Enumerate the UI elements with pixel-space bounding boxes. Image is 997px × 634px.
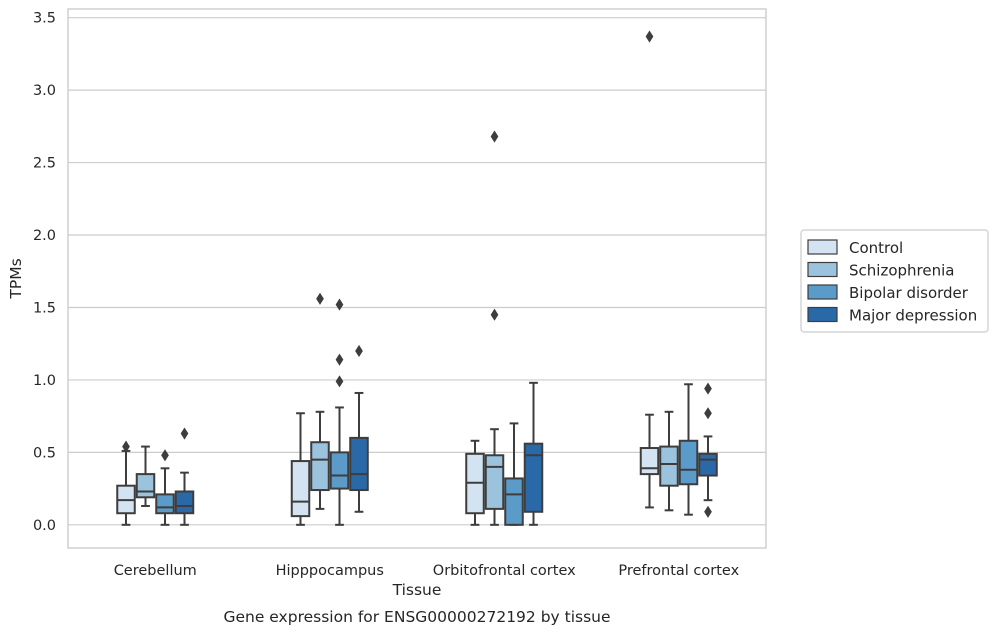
y-tick-label: 3.0: [33, 83, 56, 99]
box-body: [523, 442, 544, 513]
outlier-point: [645, 30, 654, 43]
box-1-3: [349, 344, 369, 513]
chart-caption: Gene expression for ENSG00000272192 by t…: [223, 608, 610, 626]
outlier-point: [355, 344, 363, 358]
box-0-2: [155, 449, 175, 526]
box-body: [484, 454, 505, 510]
box-0-0: [116, 440, 136, 526]
y-tick-label: 2.5: [33, 156, 56, 172]
box-2-3: [523, 381, 544, 526]
box-body: [155, 493, 175, 515]
x-tick-label: Prefrontal cortex: [618, 563, 739, 579]
legend-swatch: [807, 306, 838, 323]
box-1-1: [310, 292, 330, 510]
box-2-1: [484, 130, 505, 526]
box-2-2: [504, 422, 524, 526]
box-body: [698, 452, 718, 477]
x-axis-label: Tissue: [392, 581, 442, 599]
outlier-point: [704, 382, 712, 395]
grid-lines: [68, 17, 766, 526]
y-tick-label: 0.5: [33, 445, 56, 461]
box-body: [678, 439, 699, 486]
plot-area-frame: [67, 8, 767, 549]
x-tick-label: Hipppocampus: [276, 563, 384, 579]
box-body: [659, 445, 679, 487]
outlier-point: [335, 353, 344, 366]
legend: Control Schizophrenia Bipolar disorder Majo…: [800, 229, 989, 333]
box-2-0: [465, 439, 485, 526]
y-axis-ticks: 0.0 0.5 1.0 1.5 2.0 2.5 3.0 3.5: [33, 11, 56, 534]
outlier-point: [161, 449, 169, 462]
y-tick-label: 1.0: [33, 373, 56, 389]
y-tick-label: 1.5: [33, 300, 56, 316]
outlier-point: [704, 407, 712, 420]
outlier-point: [490, 130, 499, 143]
box-body: [349, 436, 369, 492]
box-body: [329, 451, 350, 490]
x-tick-label: Cerebellum: [114, 563, 197, 579]
box-1-0: [290, 412, 311, 526]
y-tick-label: 3.5: [33, 11, 56, 27]
outlier-point: [335, 375, 344, 388]
legend-label: Schizophrenia: [849, 262, 954, 280]
outlier-point: [122, 440, 130, 453]
y-tick-label: 2.0: [33, 228, 56, 244]
box-body: [310, 441, 330, 492]
x-axis-ticks: Cerebellum Hipppocampus Orbitofrontal cort…: [114, 563, 740, 579]
box-0-3: [174, 427, 195, 526]
legend-swatch: [807, 261, 838, 278]
box-body: [290, 460, 311, 518]
legend-label: Bipolar disorder: [849, 284, 969, 302]
box-1-2: [329, 298, 350, 526]
y-tick-label: 0.0: [33, 518, 56, 534]
legend-swatch: [807, 239, 838, 255]
x-tick-label: Orbitofrontal cortex: [433, 563, 576, 579]
box-3-0: [639, 30, 660, 509]
legend-label: Control: [849, 239, 903, 257]
legend-swatch: [807, 284, 838, 300]
outlier-point: [490, 308, 499, 321]
legend-frame: [800, 229, 989, 333]
y-axis-label: TPMs: [7, 258, 25, 299]
box-3-2: [678, 383, 699, 516]
outlier-point: [335, 298, 344, 311]
box-plots: [116, 30, 718, 526]
box-body: [639, 447, 660, 476]
box-3-1: [659, 410, 679, 512]
box-0-1: [135, 445, 156, 507]
outlier-point: [180, 427, 189, 440]
box-3-3: [698, 382, 718, 518]
outlier-point: [316, 292, 324, 305]
legend-label: Major depression: [849, 307, 977, 325]
box-body: [504, 477, 524, 526]
box-body: [135, 473, 156, 499]
outlier-point: [704, 505, 712, 518]
box-body: [174, 490, 195, 515]
